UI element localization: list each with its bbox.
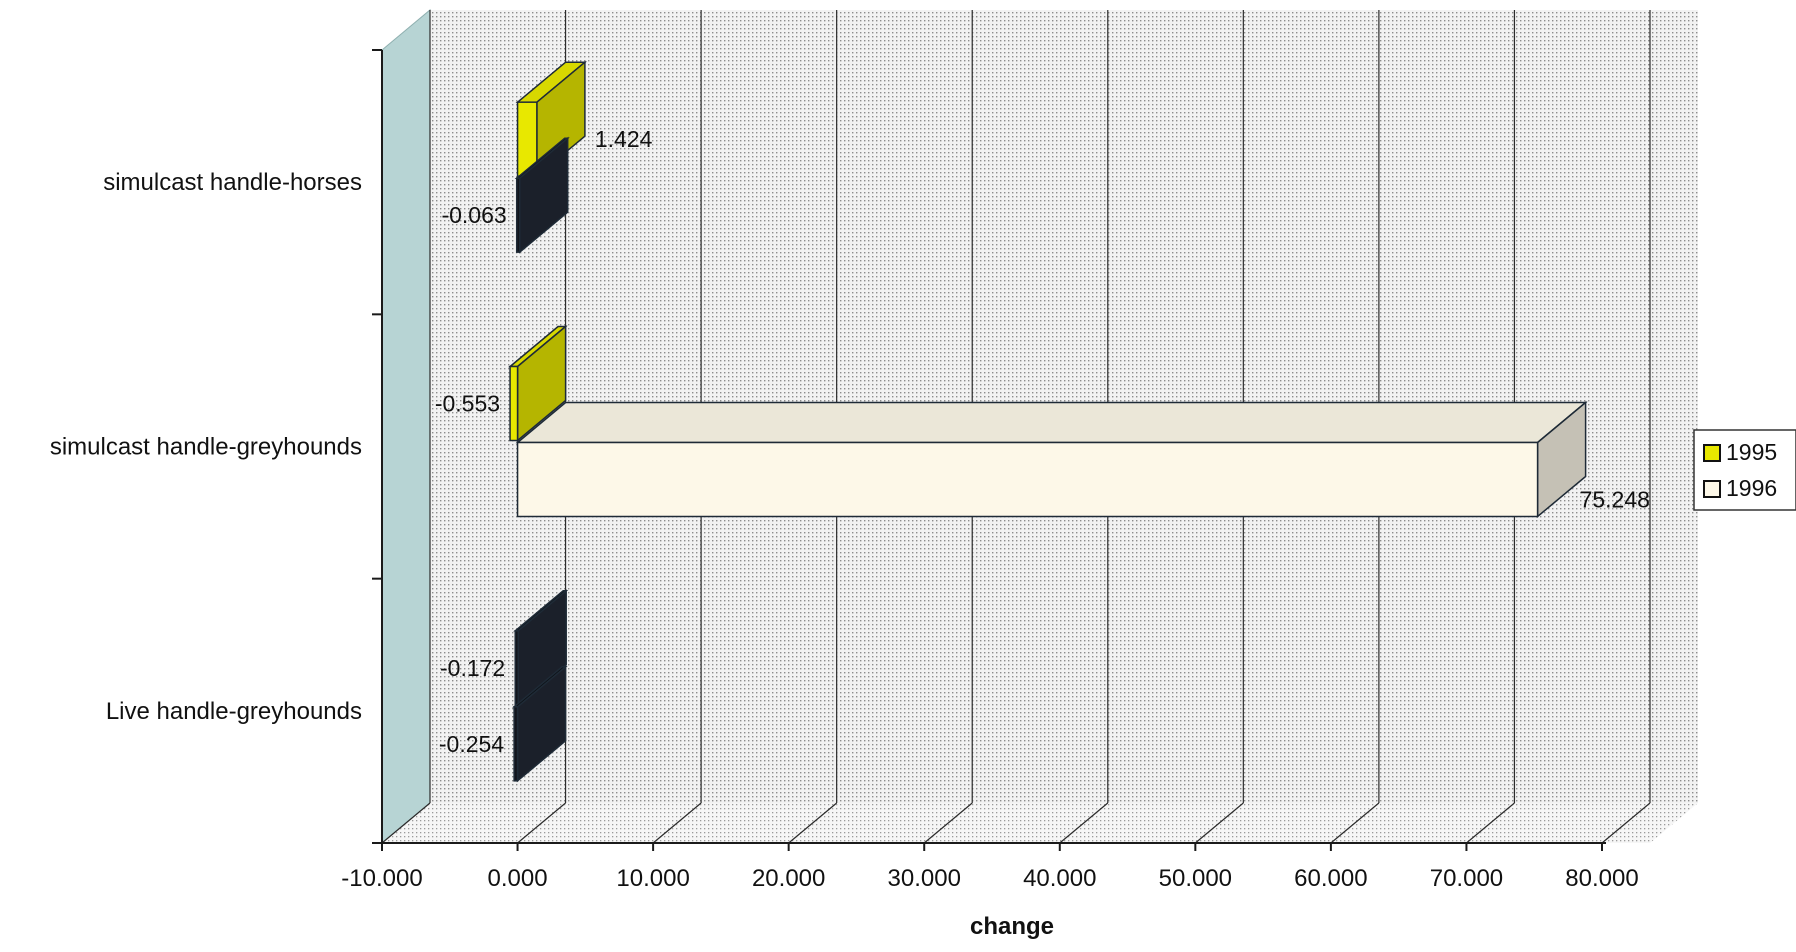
bar-1996-1-top (515, 401, 1588, 444)
floor-gridline (788, 802, 838, 844)
x-tick-label: 80.000 (1565, 865, 1638, 892)
floor-gridline (1059, 802, 1109, 844)
legend-swatch (1703, 444, 1721, 462)
floor-gridline (923, 802, 973, 844)
bar-1996-2 (512, 665, 568, 783)
category-label: Live handle-greyhounds (106, 698, 362, 725)
floor-gridline (381, 802, 431, 844)
bar-1996-2-front (513, 706, 519, 782)
data-label: 1.424 (595, 126, 653, 152)
data-label: -0.063 (441, 202, 506, 228)
bar-1996-1 (515, 400, 1588, 519)
legend-label: 1995 (1726, 439, 1777, 465)
data-label: -0.553 (435, 391, 500, 417)
bar-1996-0 (514, 136, 570, 254)
x-tick-label: 70.000 (1430, 865, 1503, 892)
floor (382, 803, 1698, 843)
x-tick-label: 60.000 (1294, 865, 1367, 892)
bar-1995-1-front (509, 365, 519, 442)
category-label: simulcast handle-horses (103, 169, 362, 196)
floor-gridline (652, 802, 702, 844)
x-tick-label: 50.000 (1159, 865, 1232, 892)
bar-1996-0-front (515, 177, 521, 253)
floor-gridline (517, 802, 566, 844)
left-wall (381, 8, 431, 845)
floor-gridline (1466, 802, 1515, 844)
x-tick-label: 30.000 (888, 865, 961, 892)
x-tick-label: 0.000 (488, 865, 548, 892)
x-tick-label: 40.000 (1023, 865, 1096, 892)
x-tick-label: 10.000 (616, 865, 689, 892)
x-tick-label: 20.000 (752, 865, 825, 892)
data-label: -0.254 (439, 731, 504, 757)
data-label: -0.172 (440, 655, 505, 681)
bar-1996-1-front (516, 441, 1539, 518)
category-label: simulcast handle-greyhounds (50, 434, 362, 461)
legend-label: 1996 (1726, 475, 1777, 501)
floor-gridline (1601, 802, 1651, 844)
x-tick-label: -10.000 (341, 865, 422, 892)
bar-1995-2 (513, 589, 569, 707)
floor-gridline (1194, 802, 1244, 844)
legend-swatch (1703, 480, 1721, 498)
data-label: 75.248 (1580, 487, 1650, 513)
bar-1995-0 (515, 60, 587, 178)
x-axis-title: change (970, 913, 1054, 940)
floor-gridline (1330, 802, 1380, 844)
bar-1995-1 (508, 324, 568, 443)
bar-1995-2-front (514, 630, 519, 706)
